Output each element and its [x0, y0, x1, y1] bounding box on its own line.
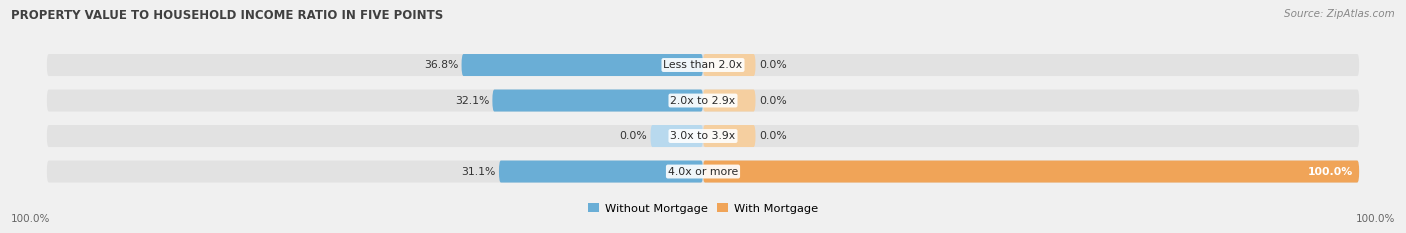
- Text: 100.0%: 100.0%: [11, 214, 51, 224]
- FancyBboxPatch shape: [703, 125, 755, 147]
- FancyBboxPatch shape: [46, 89, 1360, 112]
- Text: Less than 2.0x: Less than 2.0x: [664, 60, 742, 70]
- Text: 3.0x to 3.9x: 3.0x to 3.9x: [671, 131, 735, 141]
- Text: 0.0%: 0.0%: [620, 131, 647, 141]
- FancyBboxPatch shape: [46, 125, 1360, 147]
- Text: 100.0%: 100.0%: [1308, 167, 1353, 177]
- Text: Source: ZipAtlas.com: Source: ZipAtlas.com: [1284, 9, 1395, 19]
- Text: 36.8%: 36.8%: [423, 60, 458, 70]
- FancyBboxPatch shape: [703, 54, 755, 76]
- Text: 4.0x or more: 4.0x or more: [668, 167, 738, 177]
- FancyBboxPatch shape: [703, 161, 1360, 182]
- Text: 0.0%: 0.0%: [759, 96, 786, 106]
- FancyBboxPatch shape: [499, 161, 703, 182]
- Text: 0.0%: 0.0%: [759, 60, 786, 70]
- FancyBboxPatch shape: [461, 54, 703, 76]
- Text: 0.0%: 0.0%: [759, 131, 786, 141]
- FancyBboxPatch shape: [46, 54, 1360, 76]
- Text: 32.1%: 32.1%: [454, 96, 489, 106]
- Text: PROPERTY VALUE TO HOUSEHOLD INCOME RATIO IN FIVE POINTS: PROPERTY VALUE TO HOUSEHOLD INCOME RATIO…: [11, 9, 443, 22]
- FancyBboxPatch shape: [46, 161, 1360, 182]
- Legend: Without Mortgage, With Mortgage: Without Mortgage, With Mortgage: [583, 199, 823, 218]
- FancyBboxPatch shape: [492, 89, 703, 112]
- Text: 2.0x to 2.9x: 2.0x to 2.9x: [671, 96, 735, 106]
- FancyBboxPatch shape: [651, 125, 703, 147]
- FancyBboxPatch shape: [703, 89, 755, 112]
- Text: 100.0%: 100.0%: [1355, 214, 1395, 224]
- Text: 31.1%: 31.1%: [461, 167, 496, 177]
